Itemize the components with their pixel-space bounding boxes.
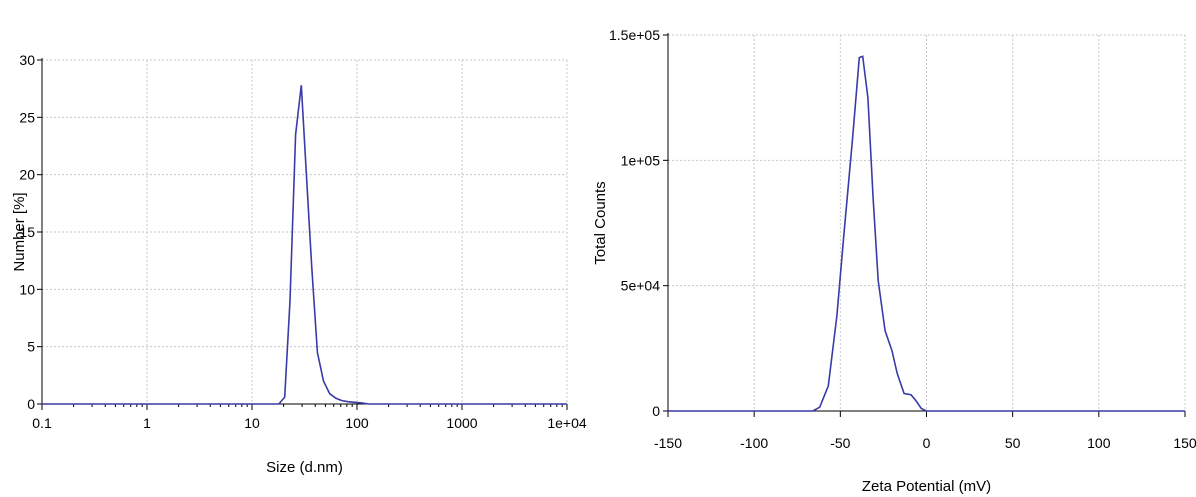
x-axis-title: Zeta Potential (mV) [862, 478, 991, 495]
x-tick-label: 0 [923, 435, 931, 451]
series-line [42, 85, 567, 405]
y-tick-label: 30 [19, 52, 35, 68]
x-tick-label: 150 [1173, 435, 1196, 451]
x-tick-label: 100 [345, 415, 369, 431]
x-tick-label: 10 [244, 415, 260, 431]
y-tick-label: 15 [19, 224, 35, 240]
zeta-potential-chart: 0 5e+04 1e+05 1.5e+05 -150 -100 -50 0 50 100 150 Ze… [592, 27, 1196, 495]
y-axis-title: Total Counts [592, 181, 609, 264]
series-line [668, 55, 1185, 412]
x-tick-label: 1 [143, 415, 151, 431]
y-tick-label: 0 [652, 403, 660, 419]
y-tick-label: 20 [19, 167, 35, 183]
x-tick-label: -150 [654, 435, 682, 451]
y-tick-label: 10 [19, 281, 35, 297]
y-tick-label: 0 [27, 396, 35, 412]
x-tick-label: 50 [1005, 435, 1021, 451]
y-axis-title: Number [%] [11, 192, 28, 271]
y-tick-label: 5 [27, 339, 35, 355]
x-tick-label: 1000 [446, 415, 477, 431]
x-tick-label: -50 [830, 435, 850, 451]
x-tick-label: 0.1 [32, 415, 52, 431]
x-axis-title: Size (d.nm) [266, 459, 343, 476]
y-tick-label: 5e+04 [621, 278, 661, 294]
x-tick-label: -100 [740, 435, 768, 451]
y-tick-label: 1.5e+05 [609, 27, 660, 43]
x-tick-label: 1e+04 [547, 415, 587, 431]
y-tick-label: 1e+05 [621, 152, 661, 168]
x-tick-label: 100 [1087, 435, 1111, 451]
y-tick-label: 25 [19, 109, 35, 125]
size-distribution-chart: 0 5 10 15 20 25 30 0.1 1 10 100 1000 1e+04 Size (d.nm… [11, 52, 587, 476]
